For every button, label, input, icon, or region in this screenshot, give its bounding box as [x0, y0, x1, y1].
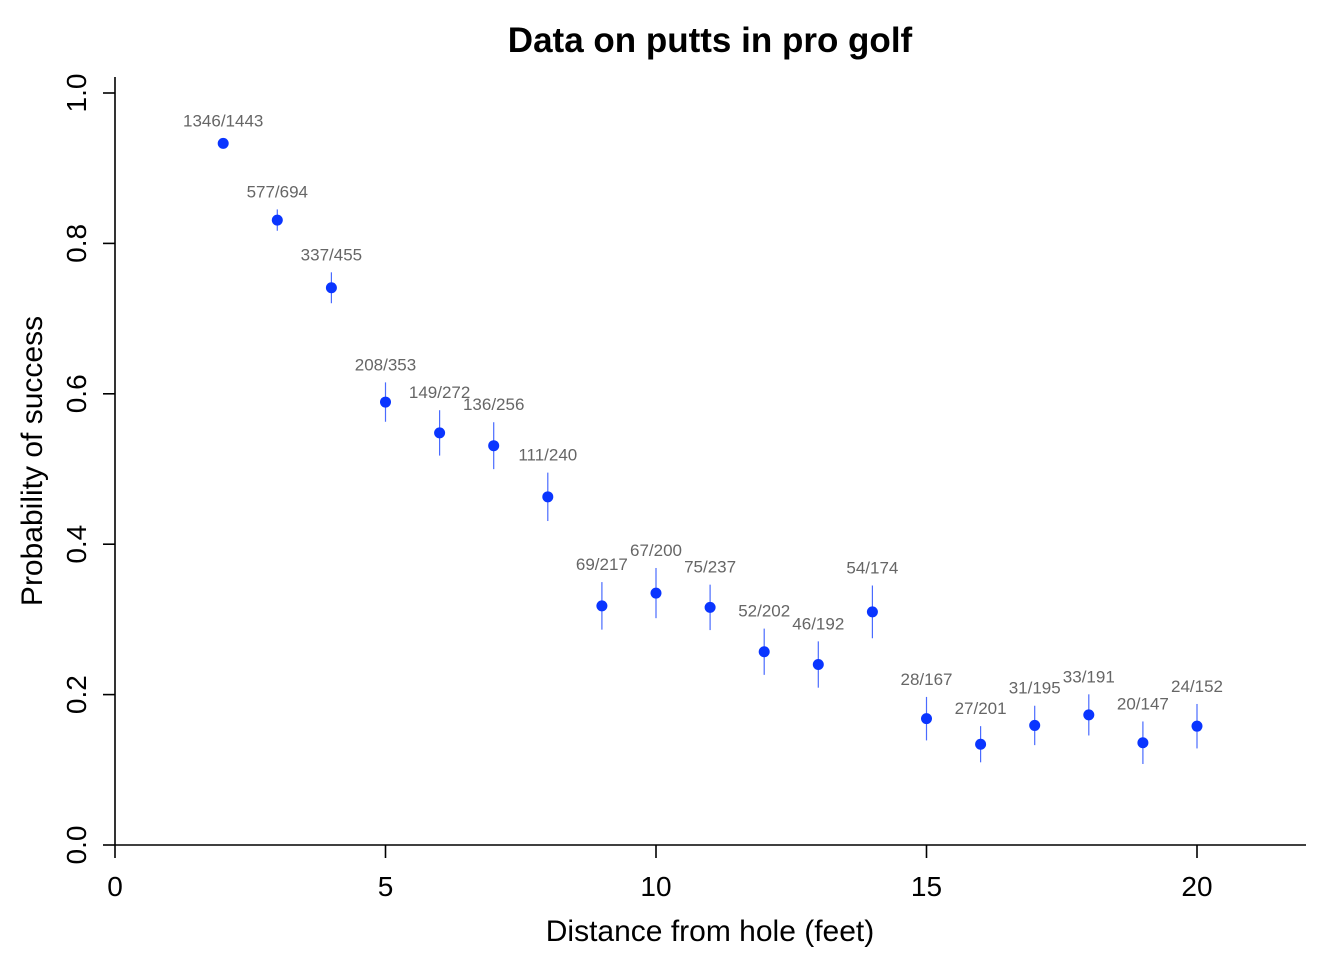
- x-axis-label: Distance from hole (feet): [546, 915, 874, 948]
- y-tick-label: 0.2: [61, 675, 92, 714]
- data-point: [812, 659, 824, 671]
- data-label: 27/201: [955, 699, 1007, 718]
- data-label: 52/202: [738, 602, 790, 621]
- data-point: [325, 282, 337, 294]
- data-label: 337/455: [301, 245, 362, 264]
- chart-title: Data on putts in pro golf: [508, 21, 913, 60]
- data-point: [921, 713, 932, 725]
- data-point: [271, 214, 283, 226]
- data-point: [488, 440, 500, 452]
- data-label: 20/147: [1117, 694, 1169, 713]
- data-point: [542, 491, 554, 503]
- data-point: [758, 646, 770, 658]
- data-label: 46/192: [792, 614, 844, 633]
- data-point: [1137, 737, 1149, 749]
- data-label: 111/240: [518, 446, 577, 465]
- x-tick-label: 10: [640, 871, 671, 902]
- data-label: 149/272: [409, 383, 470, 402]
- data-label: 208/353: [355, 355, 416, 374]
- x-axis-ticks: 0 5 10 15 20: [107, 845, 1213, 902]
- data-point: [434, 427, 446, 439]
- y-tick-label: 0.0: [61, 826, 92, 865]
- x-tick-label: 20: [1181, 871, 1212, 902]
- data-points: 1346/1443 577/694 337/455 208/353 149/272136…: [183, 111, 1223, 764]
- data-point: [380, 396, 391, 408]
- data-point: [866, 606, 878, 618]
- data-label: 54/174: [846, 559, 898, 578]
- data-point: [1191, 720, 1203, 732]
- data-point: [217, 137, 229, 149]
- data-label: 75/237: [684, 558, 736, 577]
- data-label: 67/200: [630, 541, 682, 560]
- y-axis-ticks: 0.0 0.2 0.4 0.6 0.8 1.0: [61, 74, 115, 865]
- data-label: 1346/1443: [183, 111, 263, 130]
- y-tick-label: 0.4: [61, 525, 92, 564]
- x-tick-label: 0: [107, 871, 123, 902]
- data-label: 136/256: [463, 395, 524, 414]
- data-label: 31/195: [1009, 679, 1061, 698]
- data-label: 24/152: [1171, 677, 1223, 696]
- data-label: 69/217: [576, 555, 628, 574]
- y-tick-label: 0.8: [61, 224, 92, 263]
- data-point: [596, 600, 608, 612]
- y-tick-label: 0.6: [61, 374, 92, 413]
- x-tick-label: 5: [378, 871, 394, 902]
- y-axis-label: Probability of success: [16, 316, 49, 606]
- data-point: [650, 587, 662, 599]
- data-point: [1083, 709, 1095, 721]
- y-tick-label: 1.0: [61, 74, 92, 113]
- data-label: 577/694: [247, 182, 308, 201]
- data-point: [704, 601, 716, 613]
- data-point: [975, 738, 987, 750]
- data-point: [1029, 719, 1041, 731]
- x-tick-label: 15: [911, 871, 942, 902]
- data-label: 33/191: [1063, 667, 1115, 686]
- data-label: 28/167: [901, 670, 953, 689]
